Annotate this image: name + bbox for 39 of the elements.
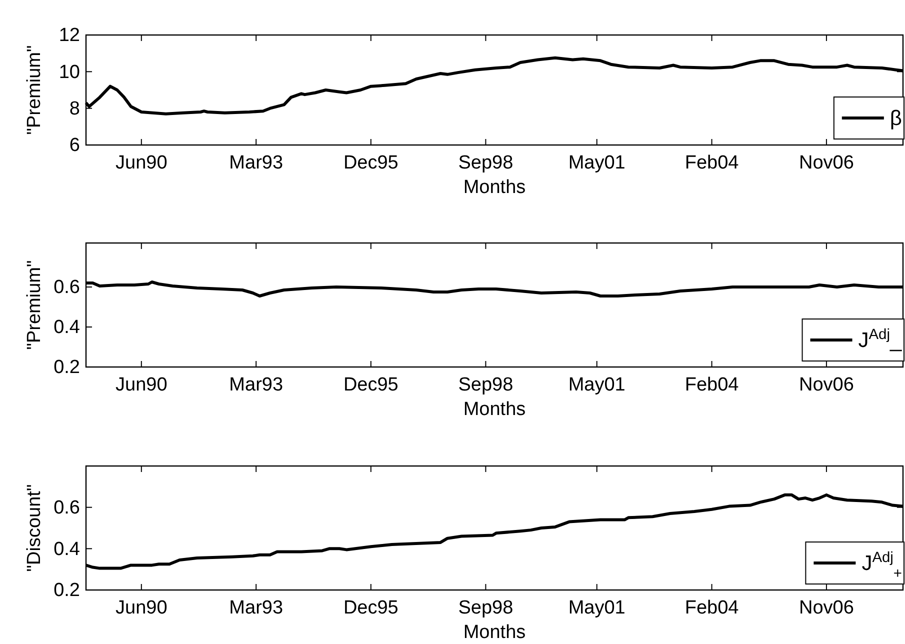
x-tick-label: May01 <box>568 152 626 174</box>
x-tick-label: Mar93 <box>229 597 284 618</box>
legend-label: β <box>890 107 902 130</box>
x-tick-label: May01 <box>568 374 626 396</box>
y-tick-label: 12 <box>58 25 80 46</box>
x-tick-label: Dec95 <box>343 597 398 618</box>
x-tick-label: Jun90 <box>116 152 168 174</box>
x-tick-label: May01 <box>568 597 626 618</box>
y-axis-title: "Premium" <box>24 45 45 135</box>
x-tick-label: Sep98 <box>458 597 514 618</box>
y-tick-label: 0.6 <box>54 497 80 518</box>
x-tick-label: Jun90 <box>116 374 168 396</box>
y-tick-label: 8 <box>69 98 80 120</box>
y-tick-label: 0.4 <box>54 317 80 338</box>
y-tick-label: 0.2 <box>54 357 80 378</box>
y-axis-title: "Discount" <box>24 484 45 572</box>
legend-label: J$^{Adj}$_ <box>858 327 902 352</box>
x-axis-title: Months <box>463 177 526 198</box>
x-tick-label: Feb04 <box>684 152 740 174</box>
y-axis-title: "Premium" <box>24 260 45 350</box>
x-axis-title: Months <box>463 399 526 420</box>
y-tick-label: 0.6 <box>54 277 80 298</box>
x-tick-label: Sep98 <box>458 152 514 174</box>
y-tick-label: 0.2 <box>54 580 80 602</box>
x-tick-label: Nov06 <box>799 597 854 618</box>
x-tick-label: Nov06 <box>799 152 854 174</box>
x-axis-title: Months <box>463 622 526 643</box>
y-tick-label: 10 <box>58 62 80 83</box>
y-tick-label: 6 <box>69 135 80 156</box>
x-tick-label: Jun90 <box>116 597 168 618</box>
x-tick-label: Sep98 <box>458 374 514 396</box>
x-tick-label: Dec95 <box>343 152 398 174</box>
x-tick-label: Mar93 <box>229 374 284 396</box>
y-tick-label: 0.4 <box>54 538 80 560</box>
x-tick-label: Mar93 <box>229 152 284 174</box>
x-tick-label: Feb04 <box>684 374 740 396</box>
x-tick-label: Dec95 <box>343 374 398 396</box>
x-tick-label: Feb04 <box>684 597 740 618</box>
x-tick-label: Nov06 <box>799 374 854 396</box>
